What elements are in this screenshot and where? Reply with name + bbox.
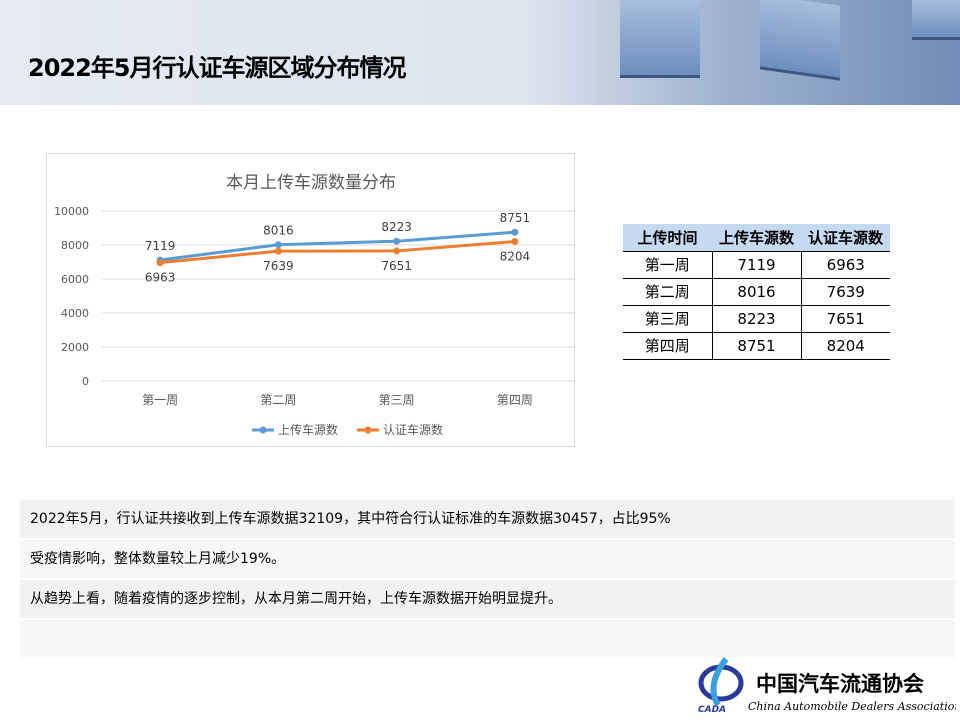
y-tick-label: 4000 (61, 307, 89, 320)
table-cell: 8204 (801, 332, 890, 360)
table-cell: 7639 (801, 278, 890, 306)
notes: 2022年5月，行认证共接收到上传车源数据32109，其中符合行认证标准的车源数… (20, 500, 955, 660)
data-label: 8223 (381, 220, 412, 234)
data-point (274, 241, 282, 249)
table-row: 第一周 7119 6963 (623, 251, 890, 279)
x-tick-label: 第二周 (260, 393, 296, 407)
data-label: 8016 (263, 224, 294, 238)
chart-title: 本月上传车源数量分布 (226, 173, 396, 193)
table-cell: 8016 (712, 278, 802, 306)
cada-logo: CADA 中国汽车流通协会 China Automobile Dealers A… (696, 655, 960, 715)
x-tick-label: 第一周 (142, 393, 178, 407)
data-point (511, 228, 519, 236)
note-line: 2022年5月，行认证共接收到上传车源数据32109，其中符合行认证标准的车源数… (20, 500, 955, 538)
y-tick-label: 2000 (61, 341, 89, 354)
data-point (393, 247, 401, 255)
legend-marker (364, 426, 372, 434)
table-cell: 8223 (712, 305, 802, 333)
table-row: 第三周 8223 7651 (623, 305, 890, 333)
x-tick-label: 第四周 (497, 393, 533, 407)
data-point (393, 237, 401, 245)
table-cell: 6963 (801, 251, 890, 279)
svg-text:China Automobile Dealers Assoc: China Automobile Dealers Association (748, 700, 956, 713)
data-label: 7119 (145, 239, 176, 253)
data-table: 上传时间 上传车源数 认证车源数 第一周 7119 6963 第二周 8016 7639 第三周… (623, 224, 890, 360)
data-point (156, 259, 164, 267)
data-label: 7639 (263, 259, 294, 273)
table-row: 第四周 8751 8204 (623, 332, 890, 360)
note-line: 受疫情影响，整体数量较上月减少19%。 (20, 540, 955, 578)
table-cell: 7651 (801, 305, 890, 333)
note-line (20, 620, 955, 658)
column-header: 上传车源数 (712, 224, 801, 252)
table-row: 第二周 8016 7639 (623, 278, 890, 306)
y-tick-label: 0 (82, 375, 89, 388)
series-line (159, 230, 515, 262)
legend-label: 认证车源数 (383, 422, 443, 437)
x-tick-label: 第三周 (379, 393, 415, 407)
table-cell: 第二周 (623, 278, 713, 306)
legend-marker (259, 426, 267, 434)
data-point (511, 238, 519, 246)
header-banner (0, 0, 960, 105)
data-label: 7651 (381, 259, 412, 273)
column-header: 上传时间 (623, 224, 712, 252)
data-label: 6963 (145, 271, 176, 285)
line-chart: 本月上传车源数量分布 0 2000 4000 6000 8000 10000 第一周 第二周 第三… (46, 153, 575, 447)
svg-text:中国汽车流通协会: 中国汽车流通协会 (756, 671, 924, 696)
page-title: 2022年5月行认证车源区域分布情况 (28, 54, 406, 82)
data-label: 8751 (500, 211, 531, 225)
table-cell: 第四周 (623, 332, 713, 360)
y-tick-label: 6000 (61, 273, 89, 286)
data-point (274, 247, 282, 255)
table-cell: 8751 (712, 332, 802, 360)
table-cell: 7119 (712, 251, 802, 279)
table-cell: 第三周 (623, 305, 713, 333)
svg-text:CADA: CADA (698, 705, 726, 715)
note-line: 从趋势上看，随着疫情的逐步控制，从本月第二周开始，上传车源数据开始明显提升。 (20, 580, 955, 618)
data-label: 8204 (500, 250, 531, 264)
column-header: 认证车源数 (801, 224, 890, 252)
legend-label: 上传车源数 (278, 422, 338, 437)
y-tick-label: 8000 (61, 239, 89, 252)
y-tick-label: 10000 (54, 205, 89, 218)
table-cell: 第一周 (623, 251, 713, 279)
series-line (159, 240, 515, 265)
